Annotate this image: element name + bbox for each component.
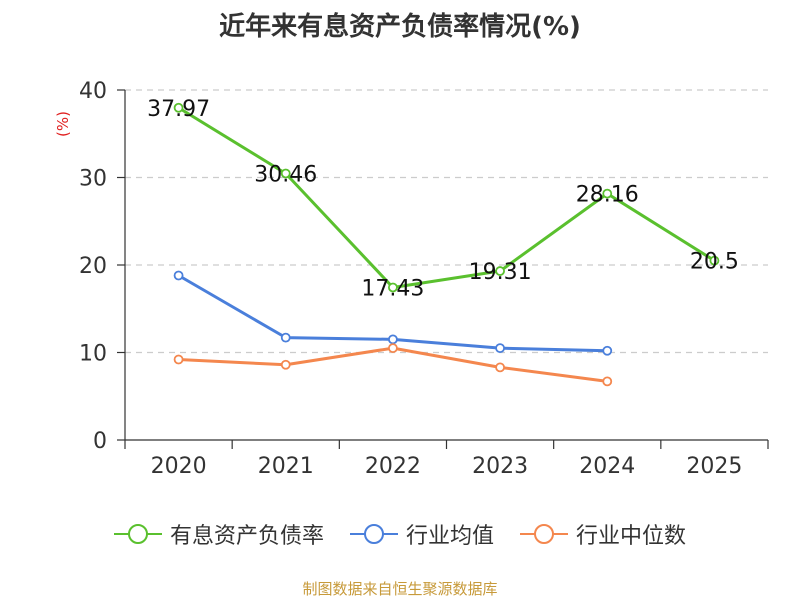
- data-point: [280, 168, 291, 179]
- legend-item-industry-median[interactable]: 行业中位数: [520, 518, 686, 550]
- data-point: [173, 102, 184, 113]
- y-tick-label: 0: [93, 429, 107, 454]
- data-label: 37.97: [147, 97, 210, 122]
- series-line-2: [178, 346, 608, 383]
- y-tick-label: 10: [79, 342, 107, 367]
- series-line-0: [177, 106, 716, 289]
- data-source: 制图数据来自恒生聚源数据库: [302, 580, 498, 598]
- legend-label-industry-median: 行业中位数: [576, 524, 687, 549]
- data-point: [173, 270, 184, 281]
- data-point: [495, 362, 505, 373]
- chart-legend: 有息资产负债率 行业均值 行业中位数: [0, 518, 800, 550]
- data-point: [602, 188, 613, 199]
- x-tick-label: 2022: [365, 454, 421, 479]
- x-tick-label: 2023: [472, 454, 528, 479]
- data-point: [388, 334, 398, 345]
- y-tick-label: 30: [79, 167, 107, 192]
- x-tick-label: 2024: [579, 454, 635, 479]
- data-point: [280, 359, 291, 370]
- data-point: [495, 343, 505, 354]
- data-label: 20.5: [690, 250, 739, 275]
- data-point: [388, 282, 398, 293]
- legend-swatch-icon: [520, 524, 568, 544]
- legend-item-industry-mean[interactable]: 行业均值: [349, 518, 494, 550]
- data-point: [709, 255, 720, 266]
- legend-item-debt-ratio[interactable]: 有息资产负债率: [113, 518, 324, 550]
- data-label: 28.16: [576, 183, 639, 208]
- data-label: 19.31: [469, 260, 532, 285]
- data-label: 17.43: [361, 276, 424, 301]
- data-point: [173, 354, 184, 365]
- x-tick-label: 2025: [686, 454, 742, 479]
- chart-title: 近年来有息资产负债率情况(%): [219, 12, 581, 42]
- data-point: [495, 266, 505, 276]
- data-point: [280, 332, 291, 343]
- data-point: [602, 376, 613, 387]
- y-tick-label: 40: [79, 79, 107, 104]
- legend-swatch-icon: [113, 524, 162, 544]
- data-point: [602, 345, 613, 356]
- legend-swatch-icon: [349, 524, 398, 544]
- legend-label-debt-ratio: 有息资产负债率: [169, 524, 324, 549]
- y-tick-label: 20: [79, 254, 107, 279]
- x-tick-label: 2020: [151, 454, 207, 479]
- x-tick-label: 2021: [258, 454, 314, 479]
- legend-label-industry-mean: 行业均值: [405, 524, 494, 549]
- data-point: [388, 343, 398, 354]
- data-label: 30.46: [254, 162, 317, 187]
